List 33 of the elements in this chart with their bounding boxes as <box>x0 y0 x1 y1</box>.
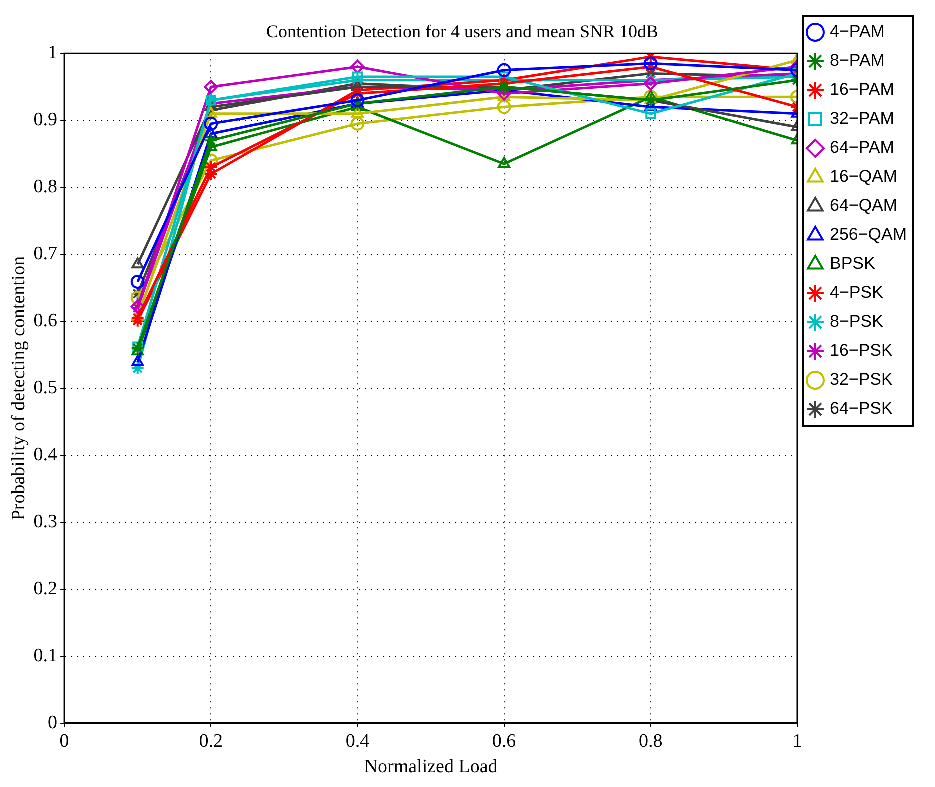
legend-label: 4−PAM <box>830 22 885 42</box>
x-tick-label: 0.8 <box>639 730 663 752</box>
y-tick-label: 0.4 <box>34 444 58 466</box>
legend-label: 16−PAM <box>830 80 894 100</box>
y-tick-label: 0.7 <box>34 244 58 265</box>
legend-label: 32−PAM <box>830 109 894 128</box>
legend-label: 4−PSK <box>830 283 884 302</box>
y-tick-label: 0.3 <box>34 511 58 532</box>
x-tick-label: 0.6 <box>492 730 516 752</box>
legend-label: 32−PSK <box>830 370 894 390</box>
legend-label: 16−PSK <box>830 341 894 360</box>
legend-label: 16−QAM <box>830 167 898 186</box>
y-tick-label: 0.8 <box>34 176 58 198</box>
x-tick-label: 1 <box>792 730 802 752</box>
x-tick-label: 0.2 <box>199 730 224 752</box>
x-axis-title: Normalized Load <box>364 756 498 778</box>
chart-title: Contention Detection for 4 users and mean SNR 10dB <box>266 22 658 42</box>
legend-label: 8−PAM <box>830 51 885 70</box>
y-axis-title: Probability of detecting contention <box>8 256 30 521</box>
y-tick-label: 0.6 <box>34 310 58 332</box>
y-tick-label: 0.1 <box>34 645 58 666</box>
y-tick-label: 0.9 <box>34 110 58 131</box>
legend-label: 8−PSK <box>830 312 884 332</box>
y-tick-label: 0.5 <box>34 377 58 398</box>
legend-label: BPSK <box>830 254 876 274</box>
y-tick-label: 0.2 <box>34 578 58 600</box>
legend-label: 64−QAM <box>830 196 898 216</box>
x-tick-label: 0.4 <box>346 730 370 752</box>
y-tick-label: 1 <box>48 42 58 64</box>
legend-label: 64−PSK <box>830 399 894 418</box>
legend-label: 64−PAM <box>830 138 894 158</box>
y-tick-label: 0 <box>48 712 58 734</box>
legend-label: 256−QAM <box>830 225 907 244</box>
